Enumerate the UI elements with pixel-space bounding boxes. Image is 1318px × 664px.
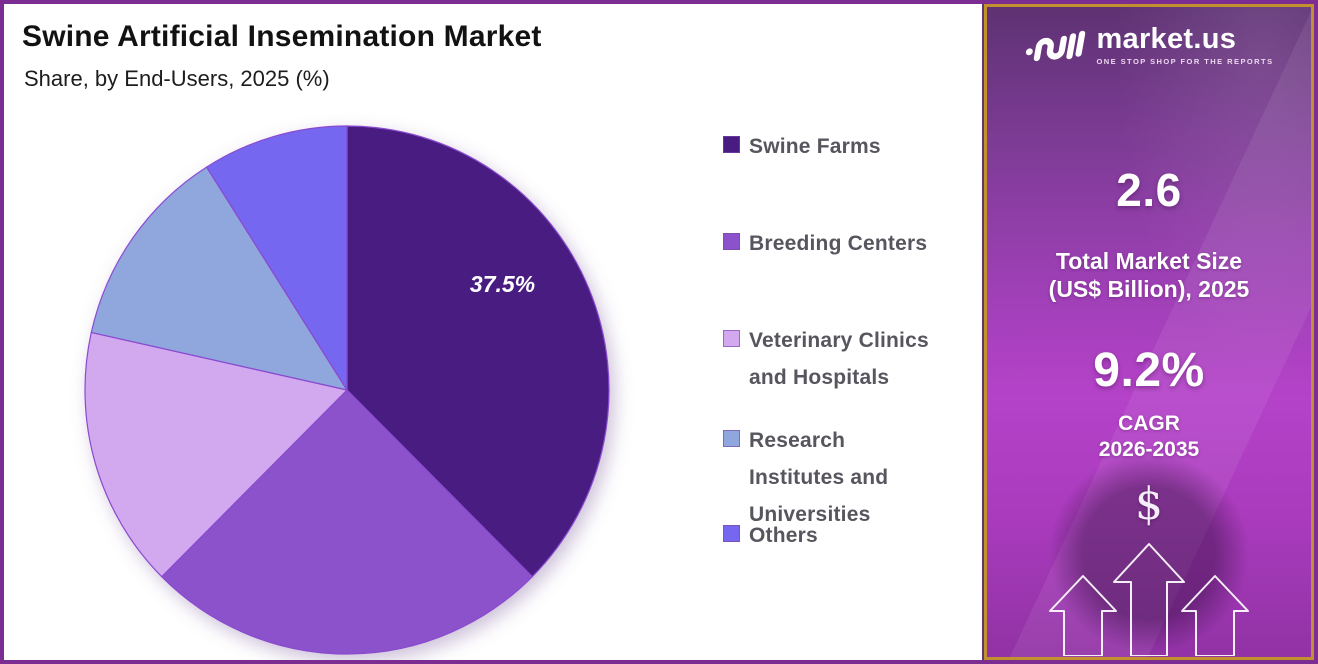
market-size-value: 2.6 xyxy=(1116,164,1182,216)
marketus-logo-icon xyxy=(1026,30,1086,62)
cagr-period: 2026-2035 xyxy=(1098,438,1200,461)
brand-tagline: ONE STOP SHOP FOR THE REPORTS xyxy=(1096,57,1274,66)
chart-panel: Swine Artificial Insemination Market Sha… xyxy=(4,4,984,660)
pie-slice-others xyxy=(205,125,348,393)
pie-data-label: 37.5% xyxy=(470,271,535,297)
pie-slice-research-institutes-and-universities xyxy=(90,166,349,391)
growth-arrow-left-icon xyxy=(1049,575,1117,656)
legend-item-breeding-centers: Breeding Centers xyxy=(723,225,927,262)
legend-swatch xyxy=(723,525,740,542)
legend-label: Swine Farms xyxy=(749,135,881,158)
cagr-value: 9.2% xyxy=(1093,344,1205,397)
legend-swatch xyxy=(723,430,740,447)
pie-chart: 37.5% xyxy=(84,125,610,655)
cagr-label: CAGR xyxy=(1118,412,1180,435)
legend-swatch xyxy=(723,330,740,347)
dollar-icon: $ xyxy=(1135,479,1163,530)
market-size-label-line2: (US$ Billion), 2025 xyxy=(1048,276,1250,302)
legend-item-research-institutes-and-universities: Research Institutes and Universities xyxy=(723,422,888,533)
brand-side-panel: market.us ONE STOP SHOP FOR THE REPORTS … xyxy=(984,4,1314,660)
brand-text-block: market.us ONE STOP SHOP FOR THE REPORTS xyxy=(1096,24,1273,66)
legend-item-others: Others xyxy=(723,517,818,554)
growth-arrow-right-icon xyxy=(1181,575,1249,656)
brand-logo: market.us ONE STOP SHOP FOR THE REPORTS xyxy=(987,17,1311,73)
growth-arrows-icon xyxy=(1049,543,1249,656)
legend-label: Others xyxy=(749,524,818,547)
brand-name: market.us xyxy=(1096,23,1237,55)
page-title: Swine Artificial Insemination Market xyxy=(22,20,542,53)
legend-item-swine-farms: Swine Farms xyxy=(723,128,881,165)
legend-label: Research Institutes and Universities xyxy=(749,429,889,526)
pie-slice-breeding-centers xyxy=(160,389,534,655)
legend-swatch xyxy=(723,233,740,250)
chart-subtitle: Share, by End-Users, 2025 (%) xyxy=(24,66,330,91)
growth-arrow-middle-icon xyxy=(1113,543,1185,656)
legend-label: Breeding Centers xyxy=(749,232,928,255)
legend-item-veterinary-clinics-and-hospitals: Veterinary Clinics and Hospitals xyxy=(723,322,929,396)
market-size-label: Total Market Size (US$ Billion), 2025 xyxy=(987,247,1311,303)
pie-slice-veterinary-clinics-and-hospitals xyxy=(84,331,349,578)
pie-legend: Swine Farms Breeding Centers Veterinary Cl… xyxy=(4,4,984,660)
pie-slice-swine-farms xyxy=(346,125,610,578)
legend-label: Veterinary Clinics and Hospitals xyxy=(749,329,929,389)
market-size-label-line1: Total Market Size xyxy=(1055,248,1243,274)
legend-swatch xyxy=(723,136,740,153)
